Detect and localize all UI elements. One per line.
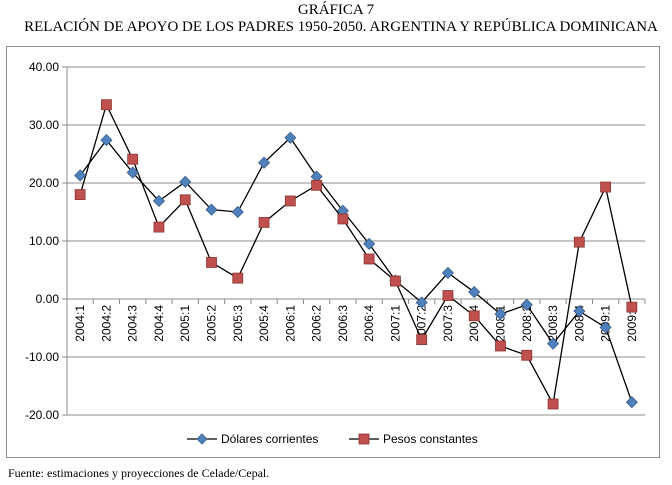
series-line-1 [79, 136, 633, 403]
legend: Dólares corrientes Pesos constantes [187, 432, 478, 446]
data-point-pesos [573, 236, 585, 248]
data-point-pesos [626, 301, 638, 313]
x-tick-label: 2008:2 [520, 305, 534, 342]
x-tick-label: 2008:3 [546, 305, 560, 342]
data-point-dolares [205, 203, 218, 216]
data-point-pesos [600, 181, 611, 193]
data-point-pesos [363, 253, 375, 265]
data-point-dolares [179, 175, 192, 188]
data-point-dolares [231, 205, 244, 219]
x-tick-label: 2005:1 [178, 305, 192, 342]
data-point-dolares [257, 156, 271, 169]
data-point-pesos [442, 290, 454, 301]
data-point-dolares [520, 298, 533, 311]
x-tick-label: 2005:2 [205, 305, 219, 342]
data-point-pesos [74, 189, 86, 201]
figure-caption: GRÁFICA 7 [297, 2, 375, 18]
data-point-pesos [337, 213, 349, 225]
data-point-pesos [416, 334, 428, 346]
y-tick-label: 10.00 [29, 234, 59, 248]
x-tick-label: 2006:2 [310, 305, 324, 342]
series-markers [74, 99, 638, 410]
data-point-pesos [547, 398, 559, 410]
x-tick-label: 2007:4 [467, 305, 481, 342]
x-tick-label: 2006:1 [283, 305, 297, 342]
data-point-dolares [152, 194, 166, 208]
legend-marker-pesos [358, 433, 370, 445]
legend-marker-dolares [196, 433, 208, 445]
x-tick-label: 2007:1 [388, 305, 402, 342]
data-point-dolares [441, 266, 455, 279]
data-point-pesos [153, 221, 165, 233]
data-point-pesos [101, 99, 112, 111]
data-point-pesos [521, 349, 533, 361]
data-point-pesos [232, 272, 244, 284]
data-point-dolares [599, 321, 612, 334]
data-point-dolares [100, 134, 113, 147]
data-point-dolares [625, 396, 638, 409]
data-point-dolares [546, 337, 560, 350]
data-point-dolares [284, 131, 297, 144]
data-point-pesos [311, 179, 322, 191]
x-axis: 2004:1 2004:2 2004:3 2004:4 2005:1 2005:2 2005… [66, 298, 646, 342]
data-point-dolares [573, 305, 586, 318]
y-tick-label: -20.00 [25, 408, 59, 422]
y-axis: 40.00 30.00 20.00 10.00 0.00 -10.00 -20.00 [25, 60, 68, 422]
gridlines [67, 66, 645, 416]
x-tick-label: 2006:4 [362, 305, 376, 342]
x-tick-label: 2006:3 [336, 305, 350, 342]
series-line-2 [79, 102, 633, 406]
data-point-pesos [284, 195, 296, 207]
data-point-dolares [74, 169, 87, 182]
data-point-dolares [363, 237, 376, 250]
y-tick-label: 0.00 [36, 292, 60, 306]
data-point-pesos [495, 340, 506, 352]
y-tick-label: 40.00 [29, 60, 59, 74]
x-tick-label: 2009:2 [625, 305, 639, 342]
y-tick-label: -10.00 [25, 350, 59, 364]
data-point-pesos [127, 153, 139, 165]
x-tick-label: 2005:3 [231, 305, 245, 342]
source-note: Fuente: estimaciones y proyecciones de C… [8, 466, 270, 480]
x-tick-label: 2004:3 [126, 305, 140, 342]
data-point-pesos [206, 257, 217, 268]
data-point-pesos [179, 194, 191, 206]
chart-title: RELACIÓN DE APOYO DE LOS PADRES 1950-205… [24, 19, 658, 35]
y-tick-label: 20.00 [29, 176, 59, 190]
legend-label: Pesos constantes [383, 432, 478, 446]
data-point-pesos [258, 217, 270, 228]
data-point-dolares [494, 308, 507, 321]
x-tick-label: 2004:2 [99, 305, 113, 342]
series-lines [79, 102, 633, 406]
data-point-pesos [390, 275, 401, 287]
data-point-dolares [415, 296, 428, 309]
x-tick-label: 2007:3 [441, 305, 455, 342]
data-point-dolares [126, 166, 139, 179]
x-tick-label: 2005:4 [257, 305, 271, 342]
line-chart: 40.00 30.00 20.00 10.00 0.00 -10.00 -20.00 200… [25, 60, 646, 446]
y-tick-label: 30.00 [29, 118, 59, 132]
data-point-dolares [468, 285, 481, 299]
x-tick-label: 2004:4 [152, 305, 166, 342]
data-point-pesos [468, 310, 480, 322]
x-tick-label: 2004:1 [73, 305, 87, 342]
chart-frame: 40.00 30.00 20.00 10.00 0.00 -10.00 -20.00 200… [6, 46, 660, 458]
legend-label: Dólares corrientes [221, 432, 318, 446]
